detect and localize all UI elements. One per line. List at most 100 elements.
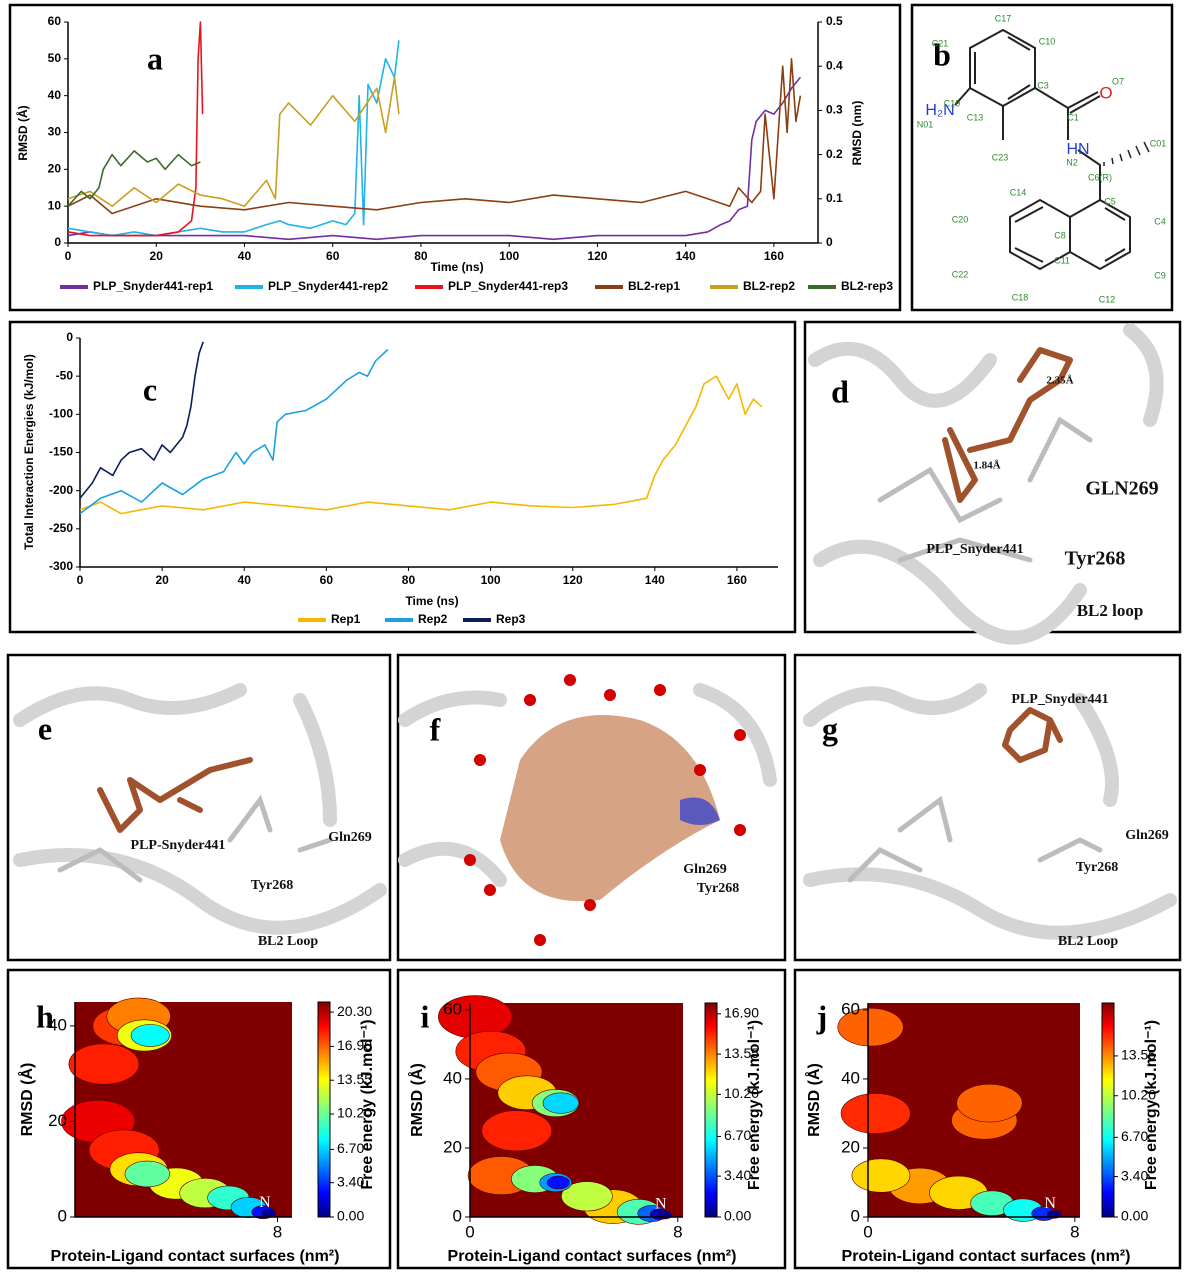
render-label: Gln269 [328, 830, 372, 845]
panel-label: g [822, 710, 838, 746]
colorbar-tick-label: 13.55 [1121, 1047, 1156, 1063]
render-d [808, 323, 1164, 645]
render-label: GLN269 [1085, 478, 1158, 500]
render-label: PLP-Snyder441 [131, 838, 226, 853]
y-tick-label: 20 [443, 1137, 462, 1156]
atom-label: C10 [1039, 36, 1056, 46]
annotation: N [655, 1196, 667, 1213]
panel-label: h [36, 998, 54, 1034]
x-tick-label: 8 [273, 1222, 282, 1241]
colorbar-tick-label: 16.90 [337, 1037, 372, 1053]
bonds [954, 28, 1131, 271]
water [534, 934, 546, 946]
energy-basin [130, 1024, 170, 1047]
colorbar-tick-label: 0.00 [337, 1208, 364, 1224]
y-tick-label: 20 [48, 1111, 67, 1130]
frame-j [793, 968, 1182, 1270]
atom-label: C11 [1054, 255, 1070, 265]
atom-label: N2 [1066, 157, 1078, 167]
energy-basin [124, 1160, 171, 1188]
colorbar [317, 1001, 331, 1218]
colorbar-tick-label: 6.70 [337, 1140, 364, 1156]
atom-label: C17 [995, 13, 1012, 23]
water [584, 899, 596, 911]
colorbar-tick-label: 10.20 [1121, 1086, 1156, 1102]
x-tick-label: 100 [481, 573, 501, 587]
colorbar-tick-label: 6.70 [724, 1127, 751, 1143]
y-axis-label: RMSD (Å) [17, 1063, 36, 1137]
series-line [79, 375, 763, 515]
render-label: Tyr268 [1076, 860, 1119, 875]
render-label: Tyr268 [251, 878, 294, 893]
series-line [79, 348, 389, 515]
y2-axis-label: RMSD (nm) [850, 101, 864, 166]
x-tick-label: 120 [587, 249, 607, 263]
y-tick-label: 60 [841, 999, 860, 1018]
legend-label: PLP_Snyder441-rep3 [448, 279, 568, 293]
atom-label: C21 [932, 38, 949, 48]
energy-basin [851, 1158, 911, 1193]
structure-bonds [954, 28, 1150, 271]
legend-label: BL2-rep1 [628, 279, 680, 293]
atom-label: C13 [967, 112, 984, 122]
x-tick-label: 140 [645, 573, 665, 587]
y-tick-label: -50 [56, 368, 74, 382]
residue [57, 794, 333, 883]
legend-label: PLP_Snyder441-rep1 [93, 279, 213, 293]
panel-label: c [143, 371, 157, 407]
y2-tick-label: 0.4 [826, 58, 843, 72]
energy-basin [840, 1093, 911, 1134]
y-tick-label: 60 [443, 999, 462, 1018]
panel-label: j [816, 998, 828, 1034]
y-tick-label: -200 [49, 483, 73, 497]
colorbar-tick-label: 3.40 [337, 1173, 364, 1189]
water [654, 684, 666, 696]
render-label: Tyr268 [697, 881, 740, 896]
basins [61, 997, 277, 1220]
x-tick-label: 20 [150, 249, 164, 263]
colorbar-label: Free energy (kJ.mol⁻¹) [359, 1019, 376, 1189]
y-tick-label: 30 [48, 125, 62, 139]
basins [837, 1007, 1062, 1222]
water [694, 764, 706, 776]
y-tick-label: 0 [851, 1206, 860, 1225]
colorbar [1101, 1002, 1115, 1218]
y-tick-label: -300 [49, 559, 73, 573]
water [464, 854, 476, 866]
y-tick-label: -150 [49, 445, 73, 459]
legend-label: BL2-rep2 [743, 279, 795, 293]
x-tick-label: 0 [863, 1222, 872, 1241]
x-tick-label: 80 [414, 249, 428, 263]
atom-label: C22 [952, 269, 969, 279]
atom-label: C20 [952, 214, 969, 224]
render-label: PLP_Snyder441 [1011, 692, 1108, 707]
y-tick-label: 40 [48, 1015, 67, 1034]
x-tick-label: 40 [238, 249, 252, 263]
atom-label: C14 [1010, 187, 1027, 197]
x-tick-label: 60 [326, 249, 340, 263]
y-tick-label: -100 [49, 407, 73, 421]
atom-label: H₂N [925, 102, 954, 119]
energy-basin [68, 1043, 140, 1085]
frame-g [793, 653, 1182, 962]
frame-h [6, 968, 392, 1270]
render-label: 1.84Å [973, 460, 1000, 472]
x-tick-label: 120 [563, 573, 583, 587]
colorbar-tick-label: 10.20 [337, 1105, 372, 1121]
x-axis-label: Time (ns) [430, 260, 483, 274]
atom-label: C19 [944, 98, 961, 108]
atom-label: C23 [992, 152, 1009, 162]
panel-label: i [421, 998, 430, 1034]
y-tick-label: 0 [54, 235, 61, 249]
render-label: Tyr268 [1065, 548, 1126, 570]
x-tick-label: 0 [77, 573, 84, 587]
colorbar-tick-label: 10.20 [724, 1085, 759, 1101]
x-tick-label: 160 [727, 573, 747, 587]
series-line [79, 341, 204, 499]
energy-basin [481, 1110, 553, 1152]
y-tick-label: 60 [48, 14, 62, 28]
atom-label: C8 [1054, 230, 1066, 240]
legend-label: BL2-rep3 [841, 279, 893, 293]
series-line [67, 40, 400, 237]
